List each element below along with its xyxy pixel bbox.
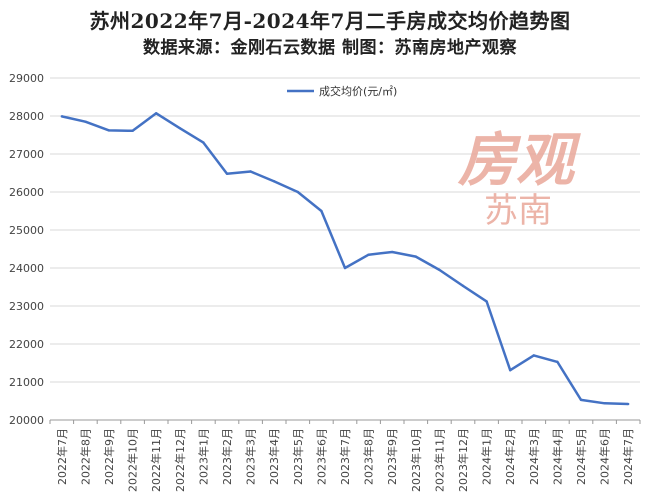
x-tick-label: 2023年5月 <box>291 428 305 485</box>
data-point <box>249 170 252 173</box>
watermark-main: 房观 <box>457 126 581 194</box>
y-axis-ticks: 20000 21000 22000 23000 24000 25000 26000 27000… <box>9 72 44 427</box>
x-tick-label: 2022年12月 <box>173 428 187 492</box>
legend-label: 成交均价(元/㎡) <box>319 84 397 98</box>
y-tick-label: 25000 <box>9 224 44 237</box>
data-point <box>556 360 559 364</box>
data-point <box>178 126 181 130</box>
data-point <box>131 129 134 133</box>
y-tick-label: 27000 <box>9 148 44 161</box>
data-point <box>84 120 87 123</box>
x-tick-label: 2022年11月 <box>149 428 163 492</box>
x-tick-label: 2023年8月 <box>362 428 376 485</box>
y-tick-label: 24000 <box>9 262 44 275</box>
x-tick-label: 2024年7月 <box>621 428 635 485</box>
data-point <box>603 402 606 405</box>
x-tick-label: 2022年7月 <box>55 428 69 485</box>
x-tick-label: 2023年4月 <box>267 428 281 485</box>
y-tick-label: 20000 <box>9 414 44 427</box>
watermark-sub: 苏南 <box>484 191 552 231</box>
x-tick-label: 2024年4月 <box>550 428 564 485</box>
x-tick-label: 2023年2月 <box>220 428 234 485</box>
x-tick-label: 2022年8月 <box>78 428 92 485</box>
data-point <box>438 268 441 272</box>
data-point <box>509 369 512 372</box>
legend: 成交均价(元/㎡) <box>287 84 397 98</box>
y-tick-label: 28000 <box>9 110 44 123</box>
watermark-logo: 房观 苏南 <box>457 126 581 231</box>
x-tick-label: 2024年6月 <box>598 428 612 485</box>
x-tick-label: 2024年1月 <box>480 428 494 485</box>
data-point <box>343 266 347 270</box>
data-point <box>461 284 465 288</box>
x-tick-label: 2022年10月 <box>126 428 140 492</box>
data-point <box>225 172 229 175</box>
data-point <box>391 250 394 254</box>
x-tick-label: 2023年12月 <box>456 428 470 492</box>
chart-subtitle: 数据来源：金刚石云数据 制图：苏南房地产观察 <box>143 38 517 58</box>
x-tick-label: 2024年2月 <box>503 428 517 485</box>
series-lines <box>60 112 630 406</box>
data-point <box>532 354 535 357</box>
data-point <box>155 112 158 115</box>
x-tick-label: 2024年3月 <box>527 428 541 485</box>
data-point <box>579 398 583 402</box>
data-point <box>367 253 370 256</box>
data-point <box>485 300 488 303</box>
chart-title: 苏州2022年7月-2024年7月二手房成交均价趋势图 <box>89 9 571 33</box>
data-point <box>296 190 299 194</box>
data-point <box>320 209 323 213</box>
data-point <box>107 129 111 132</box>
x-tick-label: 2023年7月 <box>338 428 352 485</box>
gridlines <box>50 77 640 421</box>
x-tick-label: 2023年1月 <box>196 428 210 485</box>
y-tick-label: 26000 <box>9 186 44 199</box>
x-tick-label: 2023年3月 <box>244 428 258 485</box>
x-tick-label: 2024年5月 <box>574 428 588 485</box>
y-tick-label: 29000 <box>9 72 44 85</box>
x-tick-label: 2023年10月 <box>409 428 423 492</box>
x-tick-label: 2023年11月 <box>432 428 446 492</box>
x-axis-ticks: 2022年7月 2022年8月 2022年9月 2022年10月 2022年11月 202… <box>49 420 641 492</box>
data-point <box>627 402 630 406</box>
y-tick-label: 22000 <box>9 338 44 351</box>
data-point <box>202 141 205 144</box>
x-tick-label: 2022年9月 <box>102 428 116 485</box>
data-point <box>273 180 276 183</box>
data-point <box>414 255 417 258</box>
x-tick-label: 2023年9月 <box>385 428 399 485</box>
data-point <box>60 115 63 118</box>
y-tick-label: 21000 <box>9 376 44 389</box>
x-tick-label: 2023年6月 <box>314 428 328 485</box>
y-tick-label: 23000 <box>9 300 44 313</box>
